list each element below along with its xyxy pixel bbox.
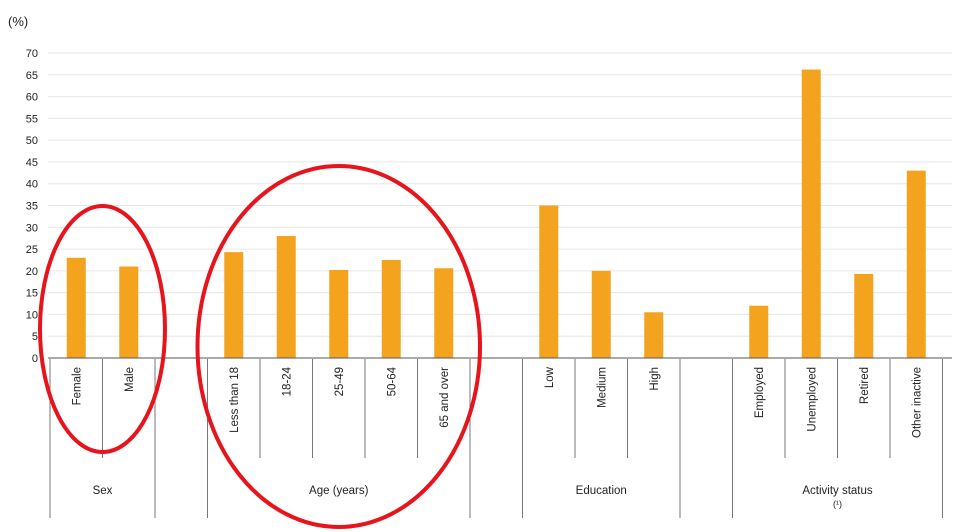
group-label-activity-status: Activity status — [802, 485, 873, 497]
category-label-female: Female — [71, 367, 83, 405]
category-label-employed: Employed — [754, 367, 766, 418]
bar-less-than-18 — [224, 252, 244, 358]
y-tick-label: 15 — [26, 288, 38, 300]
y-tick-label: 0 — [32, 353, 38, 365]
y-tick-label: 5 — [32, 331, 38, 343]
bar-25-49 — [329, 269, 349, 358]
category-label-less-than-18: Less than 18 — [229, 367, 241, 433]
bar-high — [644, 312, 664, 358]
y-tick-label: 10 — [26, 309, 38, 321]
bar-female — [66, 257, 86, 358]
y-axis-unit-label: (%) — [8, 14, 28, 29]
category-label-medium: Medium — [596, 367, 608, 408]
y-tick-label: 70 — [26, 48, 38, 60]
bar-50-64 — [381, 259, 401, 358]
highlight-circle-age-years — [195, 164, 482, 529]
y-tick-label: 60 — [26, 92, 38, 104]
y-tick-label: 65 — [26, 70, 38, 82]
y-axis-ticks: 0 5 10 15 20 25 30 35 40 45 50 55 60 65 70 — [26, 48, 38, 365]
bars — [66, 69, 926, 359]
bar-retired — [854, 273, 874, 358]
category-axis: Female Male Less than 18 18-24 25-49 50-64 65 … — [48, 357, 952, 518]
y-tick-label: 20 — [26, 266, 38, 278]
category-label-retired: Retired — [859, 367, 871, 404]
category-label-50-64: 50-64 — [386, 366, 398, 396]
group-note-activity-status: (¹) — [833, 499, 842, 509]
y-tick-label: 55 — [26, 113, 38, 125]
category-label-other-inactive: Other inactive — [911, 367, 923, 438]
category-label-male: Male — [124, 367, 136, 392]
highlight-circles — [38, 164, 482, 529]
category-label-25-49: 25-49 — [334, 367, 346, 396]
group-label-education: Education — [576, 485, 627, 497]
bar-other-inactive — [906, 170, 926, 358]
bar-employed — [749, 305, 769, 358]
category-label-18-24: 18-24 — [281, 366, 293, 396]
bar-unemployed — [801, 69, 821, 359]
bar-male — [119, 266, 139, 358]
y-tick-label: 40 — [26, 179, 38, 191]
gridlines — [48, 52, 952, 337]
y-tick-label: 25 — [26, 244, 38, 256]
group-label-age-years: Age (years) — [309, 485, 369, 497]
y-tick-label: 35 — [26, 201, 38, 213]
y-tick-label: 30 — [26, 222, 38, 234]
bar-medium — [591, 270, 611, 358]
category-label-65-and-over: 65 and over — [439, 367, 451, 428]
category-label-unemployed: Unemployed — [806, 367, 818, 432]
highlight-circle-sex — [38, 204, 167, 454]
y-tick-label: 45 — [26, 157, 38, 169]
category-label-high: High — [649, 367, 661, 391]
group-label-sex: Sex — [93, 485, 113, 497]
category-label-low: Low — [544, 366, 556, 388]
bar-low — [539, 205, 559, 358]
bar-65-and-over — [434, 268, 454, 358]
bar-18-24 — [276, 236, 296, 358]
y-tick-label: 50 — [26, 135, 38, 147]
